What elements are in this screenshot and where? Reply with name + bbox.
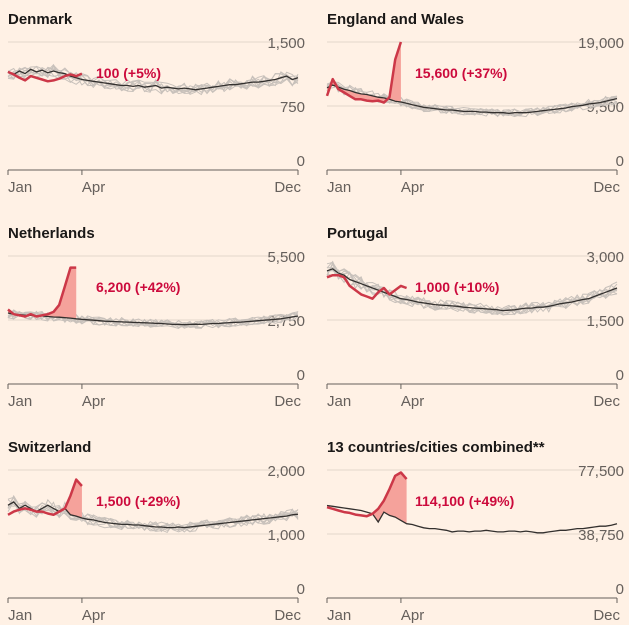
- current-year-line: [7, 70, 83, 83]
- panel-title: Portugal: [327, 225, 388, 242]
- x-tick-label: Apr: [82, 179, 105, 196]
- excess-deaths-area: [372, 472, 407, 524]
- excess-annotation: 15,600 (+37%): [415, 65, 507, 81]
- panel-title: Denmark: [8, 11, 73, 28]
- y-tick-label: 750: [280, 99, 305, 116]
- x-tick-label: Apr: [401, 607, 424, 624]
- x-tick-label: Apr: [401, 393, 424, 410]
- x-tick-label: Dec: [593, 179, 620, 196]
- x-tick-label: Dec: [274, 179, 301, 196]
- average-line: [7, 68, 299, 91]
- x-tick-label: Jan: [8, 393, 32, 410]
- x-tick-label: Dec: [593, 607, 620, 624]
- current-year-line: [7, 266, 77, 318]
- x-tick-label: Apr: [82, 393, 105, 410]
- panel-title: Netherlands: [8, 225, 95, 242]
- y-tick-label: 1,000: [267, 527, 305, 544]
- y-tick-label: 1,500: [267, 35, 305, 52]
- excess-annotation: 1,500 (+29%): [96, 493, 180, 509]
- panel-title: 13 countries/cities combined**: [327, 439, 545, 456]
- average-line: [326, 504, 618, 534]
- historical-year-line: [326, 262, 618, 316]
- y-tick-label: 0: [297, 367, 305, 384]
- current-year-line: [325, 41, 403, 104]
- y-tick-label: 5,500: [267, 249, 305, 266]
- y-tick-label: 1,500: [586, 313, 624, 330]
- panel-netherlands: Netherlands 5,500 2,750 0 Jan Apr Dec 6,200 (+4…: [7, 225, 305, 410]
- x-tick-label: Apr: [401, 179, 424, 196]
- x-tick-label: Dec: [274, 393, 301, 410]
- historical-year-line: [7, 500, 299, 534]
- average-line: [7, 501, 299, 529]
- current-year-line: [7, 478, 83, 517]
- x-tick-label: Jan: [327, 393, 351, 410]
- average-line: [326, 268, 618, 312]
- excess-annotation: 100 (+5%): [96, 65, 161, 81]
- average-line: [7, 312, 299, 326]
- panel-switzerland: Switzerland 2,000 1,000 0 Jan Apr Dec 1,500 (+2…: [7, 439, 305, 624]
- x-tick-label: Jan: [8, 607, 32, 624]
- panel-portugal: Portugal 3,000 1,500 0 Jan Apr Dec 1,000 (+10%): [326, 225, 624, 410]
- y-tick-label: 2,750: [267, 313, 305, 330]
- current-year-line: [326, 471, 408, 518]
- excess-deaths-area: [64, 479, 82, 518]
- average-line: [326, 84, 618, 115]
- panel-denmark: Denmark 1,500 750 0 Jan Apr Dec 100 (+5%): [7, 11, 305, 196]
- x-tick-label: Dec: [593, 393, 620, 410]
- y-tick-label: 77,500: [578, 463, 624, 480]
- y-tick-label: 3,000: [586, 249, 624, 266]
- y-tick-label: 0: [297, 581, 305, 598]
- x-tick-label: Jan: [8, 179, 32, 196]
- y-tick-label: 0: [616, 153, 624, 170]
- historical-year-line: [7, 494, 299, 532]
- historical-year-line: [7, 66, 299, 96]
- excess-annotation: 1,000 (+10%): [415, 279, 499, 295]
- y-tick-label: 38,750: [578, 527, 624, 544]
- x-tick-label: Jan: [327, 179, 351, 196]
- y-tick-label: 2,000: [267, 463, 305, 480]
- x-tick-label: Apr: [82, 607, 105, 624]
- current-year-line: [326, 273, 408, 300]
- x-tick-label: Jan: [327, 607, 351, 624]
- x-tick-label: Dec: [274, 607, 301, 624]
- y-tick-label: 19,000: [578, 35, 624, 52]
- y-tick-label: 0: [616, 367, 624, 384]
- y-tick-label: 0: [616, 581, 624, 598]
- historical-year-line: [326, 260, 618, 316]
- excess-annotation: 114,100 (+49%): [415, 493, 514, 509]
- excess-annotation: 6,200 (+42%): [96, 279, 180, 295]
- panel-title: England and Wales: [327, 11, 464, 28]
- panel-13-countries-cities-combined: 13 countries/cities combined** 77,500 38,7…: [326, 439, 624, 624]
- panel-title: Switzerland: [8, 439, 91, 456]
- y-tick-label: 0: [297, 153, 305, 170]
- excess-deaths-area: [327, 42, 401, 103]
